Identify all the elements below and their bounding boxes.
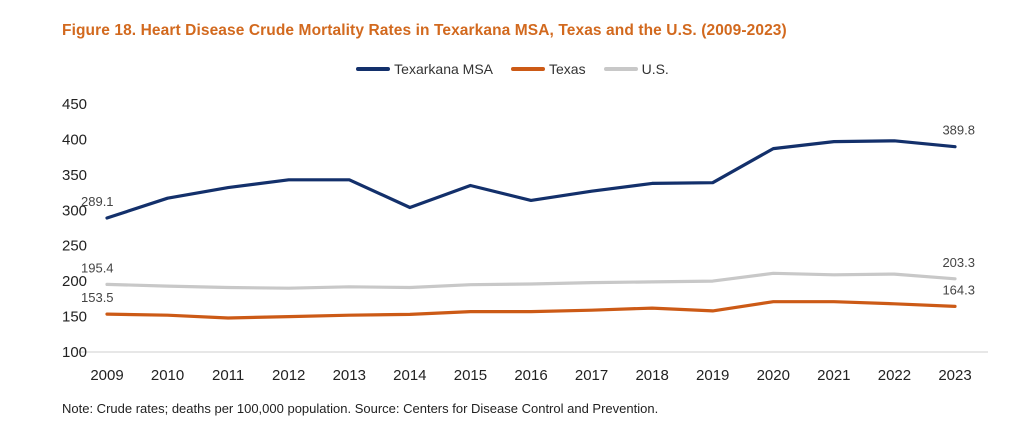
series-line-us [105,271,957,290]
y-tick-label: 450 [62,96,87,113]
data-label: 203.3 [942,255,975,270]
legend-swatch-texas [511,67,545,71]
y-tick-label: 200 [62,273,87,290]
data-label: 164.3 [942,282,975,297]
x-tick-label: 2012 [272,367,305,384]
y-tick-label: 350 [62,167,87,184]
legend-swatch-us [603,67,638,71]
chart-legend: Texarkana MSA Texas U.S. [0,61,1025,77]
data-label: 289.1 [81,194,114,209]
x-tick-label: 2017 [575,367,608,384]
y-tick-label: 300 [62,202,87,219]
legend-label-texas: Texas [549,61,586,77]
x-tick-label: 2013 [333,367,366,384]
x-tick-label: 2020 [757,367,790,384]
series-line-texarkana-msa [105,139,957,220]
x-tick-label: 2016 [514,367,547,384]
legend-label-texarkana: Texarkana MSA [394,61,493,77]
series-line-texas [105,300,957,320]
x-tick-label: 2011 [212,367,244,384]
data-label: 389.8 [942,123,975,138]
y-tick-label: 100 [62,344,87,361]
y-tick-label: 250 [62,238,87,255]
legend-swatch-texarkana [356,67,391,71]
source-note: Note: Crude rates; deaths per 100,000 po… [62,401,659,416]
data-label: 195.4 [81,260,114,275]
chart-title: Figure 18. Heart Disease Crude Mortality… [62,22,787,39]
x-tick-label: 2010 [151,367,184,384]
x-tick-label: 2021 [817,367,850,384]
data-label: 153.5 [81,290,114,305]
legend-item-texarkana: Texarkana MSA [356,61,493,77]
legend-item-us: U.S. [603,61,669,77]
y-tick-label: 150 [62,309,87,326]
x-tick-label: 2019 [696,367,729,384]
legend-label-us: U.S. [641,61,669,77]
x-tick-label: 2009 [90,367,123,384]
x-tick-label: 2015 [454,367,487,384]
x-tick-label: 2022 [878,367,911,384]
x-tick-label: 2014 [393,367,426,384]
y-tick-label: 400 [62,131,87,148]
legend-item-texas: Texas [511,61,586,77]
x-tick-label: 2023 [938,367,971,384]
x-tick-label: 2018 [635,367,668,384]
